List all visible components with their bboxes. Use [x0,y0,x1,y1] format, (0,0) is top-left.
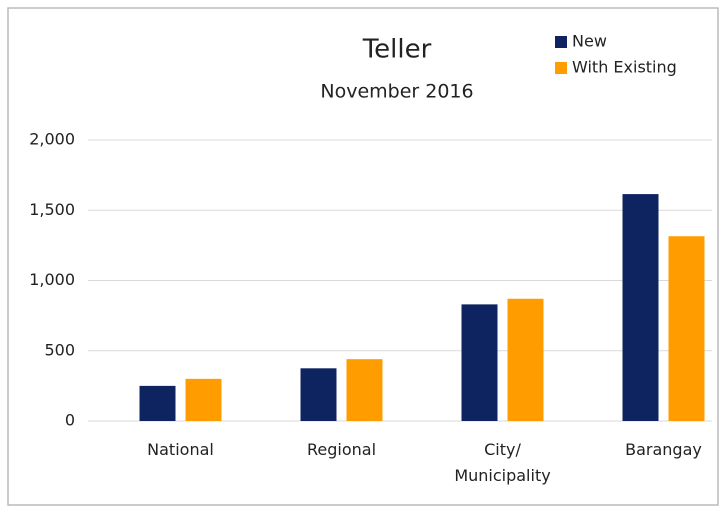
legend-label: With Existing [572,58,677,77]
y-tick-label: 2,000 [29,130,75,149]
x-tick-label: National [147,440,214,459]
bar [185,378,222,421]
chart-title: Teller [362,35,432,65]
y-tick-label: 1,500 [29,200,75,219]
bar [461,304,498,421]
chart-border [7,7,719,506]
x-tick-label: Regional [306,440,377,459]
y-tick-label: 1,000 [29,270,75,289]
y-tick-label: 500 [44,340,75,359]
x-tick-label: City/ Municipality [454,440,551,485]
bar [622,194,659,421]
x-tick-label: Barangay [625,440,702,459]
legend-label: New [572,32,607,51]
y-tick-label: 0 [65,411,75,430]
bar [300,368,337,421]
bar [346,359,383,421]
chart-subtitle: November 2016 [320,81,473,103]
bar [507,298,544,421]
bar [668,236,705,421]
bar [139,385,176,421]
legend-swatch [555,62,567,74]
legend-swatch [555,36,567,48]
